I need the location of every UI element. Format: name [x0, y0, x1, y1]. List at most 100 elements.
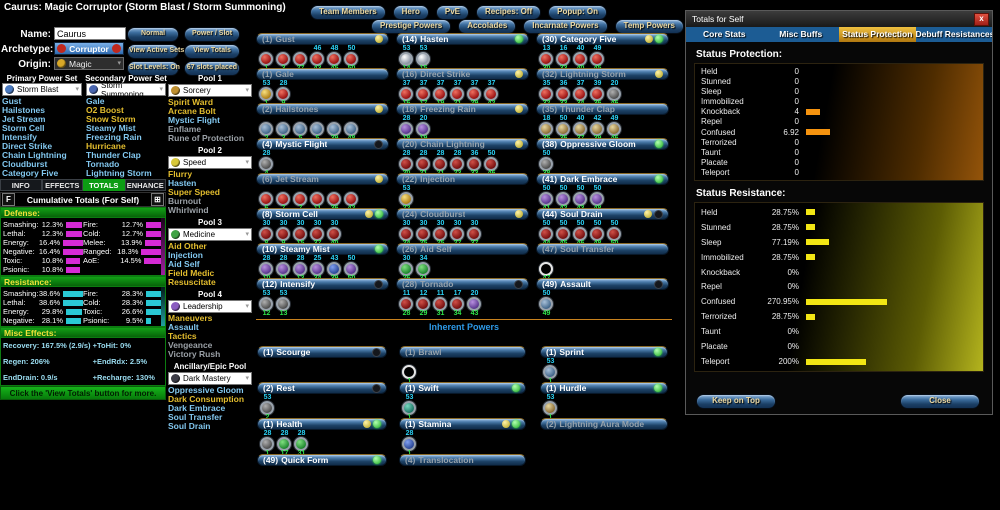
power-button-oppressive-gloom[interactable]: (38) Oppressive Gloom [536, 138, 669, 150]
enhancement-slot[interactable]: 28 17 [276, 430, 293, 457]
powerlist-item-oppressive-gloom[interactable]: Oppressive Gloom [168, 385, 244, 395]
enhancement-slot[interactable]: 1330 [538, 45, 555, 72]
powerlist-item-gale[interactable]: Gale [86, 96, 105, 106]
powerlist-item-super-speed[interactable]: Super Speed [168, 187, 220, 197]
enhancement-slot[interactable]: 3633 [466, 150, 483, 177]
enhancement-slot[interactable]: 3037 [466, 220, 483, 247]
power-button-brawl[interactable]: (1) Brawl [399, 346, 526, 358]
enhancement-slot[interactable]: 3040 [326, 220, 343, 247]
totals-window-titlebar[interactable]: Totals for Self x [686, 11, 992, 27]
action-button-slot-levels-on[interactable]: Slot Levels: On [127, 61, 180, 76]
power-button-translocation[interactable]: (4) Translocation [399, 454, 526, 466]
enhancement-slot[interactable]: 4945 [589, 45, 606, 72]
enhancement-slot[interactable]: 284 [258, 150, 275, 177]
pool-dropdown-medicine[interactable]: Medicine ▾ [168, 228, 252, 241]
enhancement-slot[interactable]: 2 [258, 117, 275, 142]
enhancement-slot[interactable]: 2818 [398, 115, 415, 142]
enhancement-slot[interactable]: 4845 [326, 45, 343, 72]
close-icon[interactable]: x [974, 12, 989, 26]
power-button-scourge[interactable]: (1) Scourge [257, 346, 387, 358]
enhancement-slot[interactable]: 3025 [432, 220, 449, 247]
enhancement-slot[interactable]: 2813 [292, 255, 309, 282]
powerlist-item-soul-transfer[interactable]: Soul Transfer [168, 412, 223, 422]
enhancement-slot[interactable]: 53 12 [258, 290, 275, 317]
enhancement-slot[interactable]: 2823 [449, 150, 466, 177]
window-tab-misc-buffs[interactable]: Misc Buffs [779, 29, 823, 39]
powerlist-item-freezing-rain[interactable]: Freezing Rain [86, 132, 142, 142]
power-button-jet-stream[interactable]: (6) Jet Stream [256, 173, 389, 185]
powerlist-item-victory-rush[interactable]: Victory Rush [168, 349, 221, 359]
top-button-team-members[interactable]: Team Members [310, 5, 386, 20]
enhancement-slot[interactable]: 4037 [572, 115, 589, 142]
powerlist-item-chain-lightning[interactable]: Chain Lightning [2, 150, 67, 160]
top-button-temp-powers[interactable]: Temp Powers [614, 19, 684, 34]
enhancement-slot[interactable]: 5322 [398, 185, 415, 212]
secondary-powerset-dropdown[interactable]: Storm Summoning ▾ [86, 81, 166, 99]
power-button-health[interactable]: (1) Health [257, 418, 387, 430]
power-button-sprint[interactable]: (1) Sprint [540, 346, 668, 358]
tab-info[interactable]: INFO [0, 179, 42, 191]
enhancement-slot[interactable]: 50 49 [538, 290, 555, 317]
power-button-freezing-rain[interactable]: (18) Freezing Rain [396, 103, 529, 115]
enhancement-slot[interactable]: 27 [292, 47, 309, 72]
enhancement-slot[interactable]: 5 [292, 117, 309, 142]
enhancement-slot[interactable]: 6 [258, 187, 275, 212]
enhancement-slot[interactable]: 5036 [555, 115, 572, 142]
powerlist-item-storm-cell[interactable]: Storm Cell [2, 123, 45, 133]
powerlist-item-field-medic[interactable]: Field Medic [168, 268, 215, 278]
power-button-hailstones[interactable]: (2) Hailstones [256, 103, 389, 115]
power-button-lightning-storm[interactable]: (32) Lightning Storm [536, 68, 669, 80]
enhancement-slot[interactable]: 3026 [398, 255, 415, 282]
enhancement-slot[interactable]: 5041 [538, 185, 555, 212]
pool-dropdown-sorcery[interactable]: Sorcery ▾ [168, 84, 252, 97]
power-button-injection[interactable]: (22) Injection [396, 173, 529, 185]
enhancement-slot[interactable]: 3025 [415, 220, 432, 247]
powerlist-item-tactics[interactable]: Tactics [168, 331, 197, 341]
powerlist-item-assault[interactable]: Assault [168, 322, 199, 332]
enhancement-slot[interactable]: 7 [275, 187, 292, 212]
tab-enhance[interactable]: ENHANCE [124, 179, 166, 191]
enhancement-slot[interactable]: 42 [343, 187, 360, 212]
top-button-pve[interactable]: PvE [435, 5, 470, 20]
powerlist-item-flurry[interactable]: Flurry [168, 169, 193, 179]
enhancement-slot[interactable]: 11 28 [398, 290, 415, 317]
powerlist-item-enflame[interactable]: Enflame [168, 124, 202, 134]
powerlist-item-aid-other[interactable]: Aid Other [168, 241, 207, 251]
enhancement-slot[interactable]: 5046 [483, 150, 500, 177]
enhancement-slot[interactable]: 5314 [398, 45, 415, 72]
enhancement-slot[interactable]: 3721 [449, 80, 466, 107]
pool-dropdown-speed[interactable]: Speed ▾ [168, 156, 252, 169]
name-input[interactable] [54, 27, 126, 40]
enhancement-slot[interactable]: 3 [275, 117, 292, 142]
enhancement-slot[interactable]: 289 [275, 80, 292, 107]
enhancement-slot[interactable]: 1 [401, 360, 418, 385]
powerlist-item-hasten[interactable]: Hasten [168, 178, 197, 188]
power-button-aid-self[interactable]: (26) Aid Self [396, 243, 529, 255]
enhancement-slot[interactable]: 2811 [275, 255, 292, 282]
powerlist-item-direct-strike[interactable]: Direct Strike [2, 141, 53, 151]
power-button-steamy-mist[interactable]: (10) Steamy Mist [256, 243, 389, 255]
power-button-hasten[interactable]: (14) Hasten [396, 33, 529, 45]
powerlist-item-maneuvers[interactable]: Maneuvers [168, 313, 213, 323]
window-tab-debuff-resistances[interactable]: Debuff Resistances [915, 29, 993, 39]
power-button-storm-cell[interactable]: (8) Storm Cell [256, 208, 389, 220]
enhancement-slot[interactable]: 309 [275, 220, 292, 247]
enhancement-slot[interactable]: 48 [343, 117, 360, 142]
enhancement-slot[interactable]: 2534 [309, 255, 326, 282]
power-button-quick-form[interactable]: (49) Quick Form [257, 454, 387, 466]
enhancement-slot[interactable]: 3015 [292, 220, 309, 247]
enhancement-slot[interactable]: 5315 [415, 45, 432, 72]
power-button-chain-lightning[interactable]: (20) Chain Lightning [396, 138, 529, 150]
enhancement-slot[interactable]: 4643 [309, 45, 326, 72]
power-button-soul-transfer[interactable]: (47) Soul Transfer [536, 243, 669, 255]
enhancement-slot[interactable]: 5048 [589, 220, 606, 247]
enhancement-slot[interactable]: 5042 [555, 185, 572, 212]
powerlist-item-arcane-bolt[interactable]: Arcane Bolt [168, 106, 216, 116]
powerlist-item-cloudburst[interactable]: Cloudburst [2, 159, 48, 169]
power-button-hurdle[interactable]: (1) Hurdle [540, 382, 668, 394]
enhancement-slot[interactable]: 39 [326, 117, 343, 142]
powerlist-item-intensify[interactable]: Intensify [2, 132, 37, 142]
powerlist-item-category-five[interactable]: Category Five [2, 168, 59, 178]
top-button-prestige-powers[interactable]: Prestige Powers [371, 19, 452, 34]
